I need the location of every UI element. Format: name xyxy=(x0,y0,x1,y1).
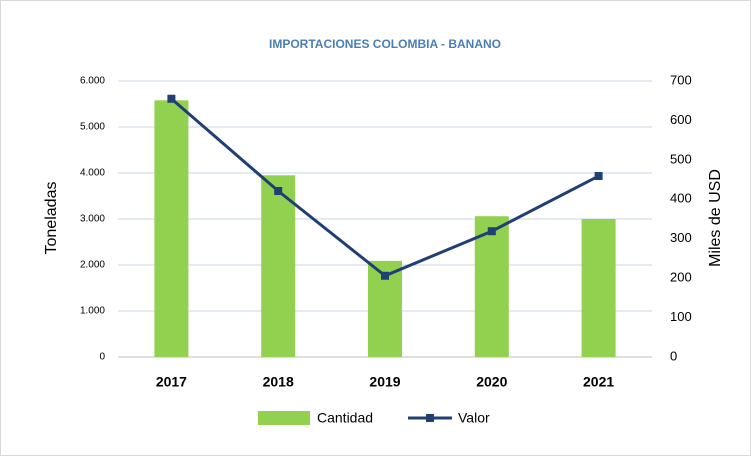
x-tick-label: 2019 xyxy=(369,374,400,390)
x-tick-label: 2017 xyxy=(156,374,187,390)
x-tick-label: 2018 xyxy=(263,374,294,390)
legend-marker xyxy=(426,414,434,422)
y2-tick-label: 300 xyxy=(670,230,692,245)
legend-label: Cantidad xyxy=(317,410,373,426)
y-tick-label: 6.000 xyxy=(80,76,105,87)
line-marker xyxy=(487,227,496,236)
line-marker xyxy=(381,271,389,280)
line-marker xyxy=(594,172,603,181)
y2-tick-label: 100 xyxy=(670,309,692,324)
bar xyxy=(474,216,509,357)
y2-tick-label: 400 xyxy=(670,191,692,206)
legend-label: Valor xyxy=(458,410,490,426)
y-tick-label: 2.000 xyxy=(80,260,105,271)
y-tick-label: 0 xyxy=(99,352,105,363)
y2-tick-label: 200 xyxy=(670,270,692,285)
y-tick-label: 1.000 xyxy=(80,306,105,317)
y2-tick-label: 700 xyxy=(670,72,692,87)
legend-swatch xyxy=(258,411,310,425)
y2-tick-label: 500 xyxy=(670,151,692,166)
bar xyxy=(581,219,616,357)
y-tick-label: 3.000 xyxy=(80,214,105,225)
chart-title: IMPORTACIONES COLOMBIA - BANANO xyxy=(269,37,501,51)
line-marker xyxy=(167,94,176,103)
y2-tick-label: 0 xyxy=(670,348,677,363)
y-axis-title: Toneladas xyxy=(43,182,60,255)
y-tick-label: 4.000 xyxy=(80,168,105,179)
x-tick-label: 2021 xyxy=(583,374,614,390)
y2-axis-title: Miles de USD xyxy=(707,169,724,267)
y2-tick-label: 600 xyxy=(670,112,692,127)
y-tick-label: 5.000 xyxy=(80,122,105,133)
line-marker xyxy=(274,187,283,196)
x-tick-label: 2020 xyxy=(476,374,507,390)
bar xyxy=(261,175,296,357)
bar xyxy=(154,100,189,357)
